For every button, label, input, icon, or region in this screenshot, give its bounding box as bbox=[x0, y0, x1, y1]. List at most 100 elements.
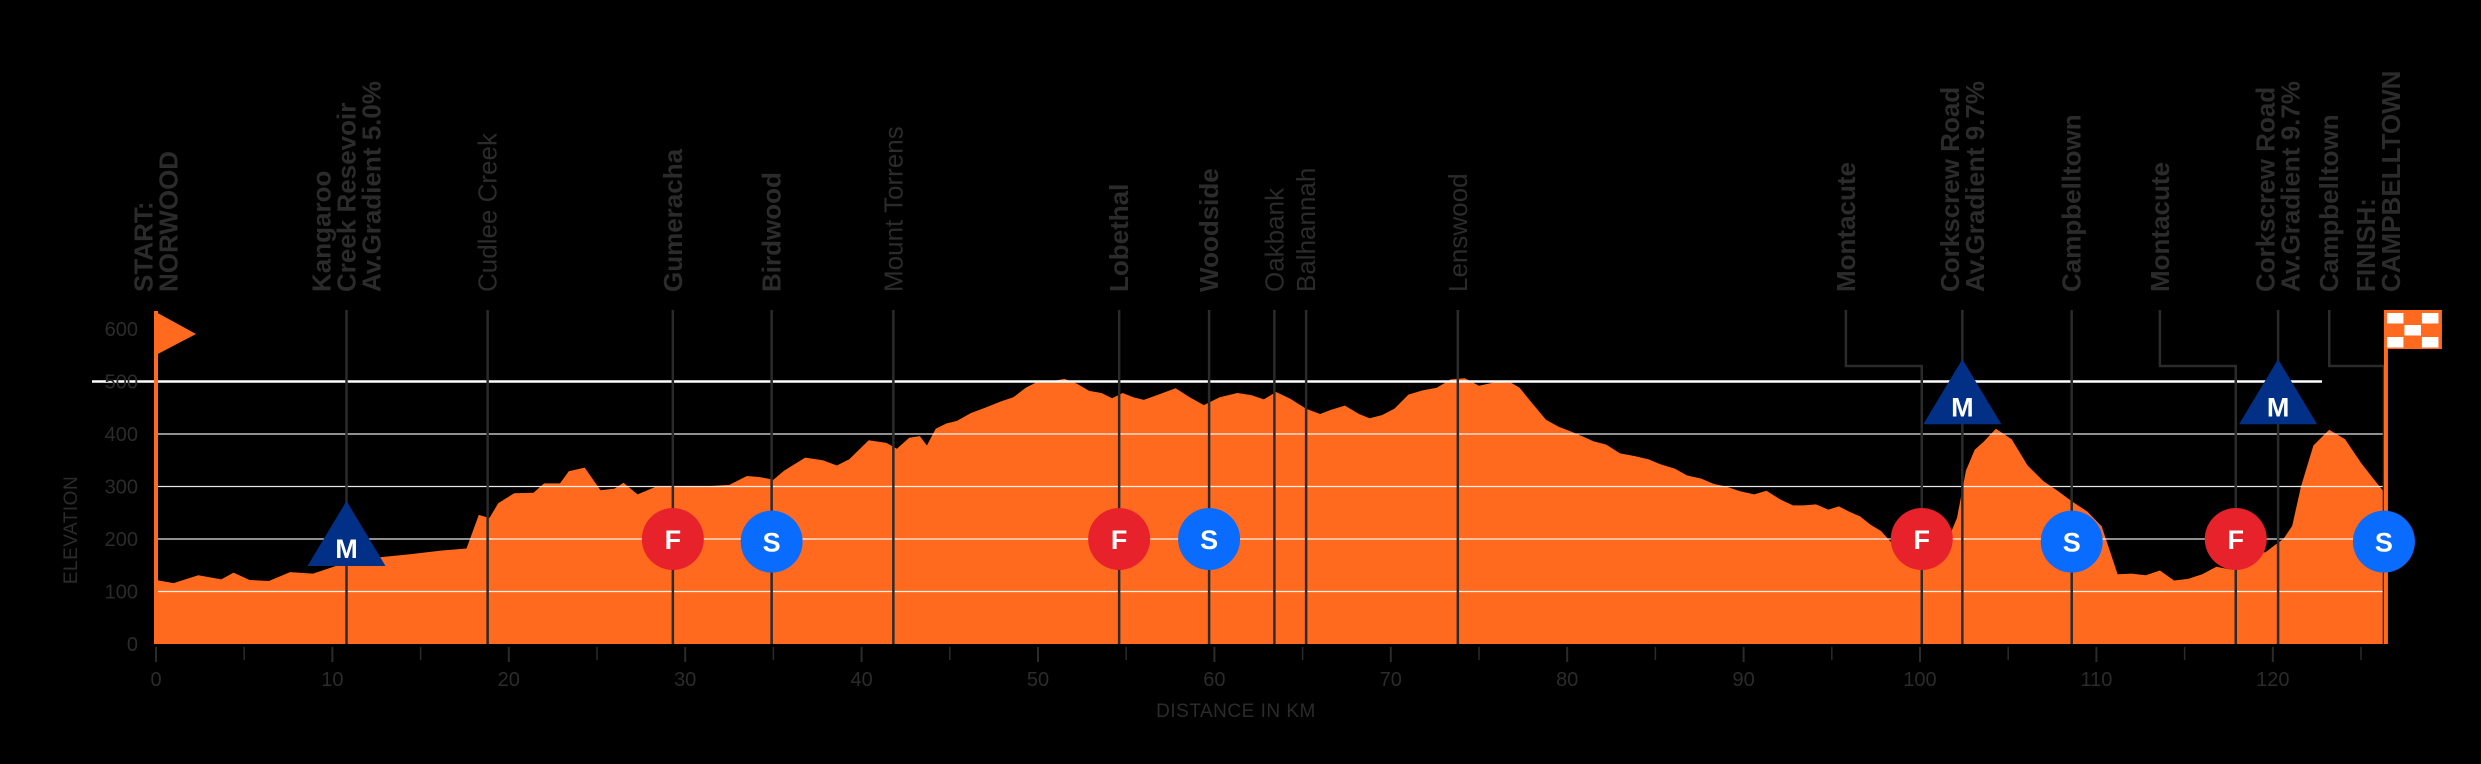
waypoint-label: Montacute bbox=[2145, 162, 2175, 292]
mountain-climb-marker: M bbox=[2239, 359, 2318, 425]
sprint-marker: S bbox=[2040, 510, 2103, 573]
waypoint-label-line: FINISH: bbox=[2351, 198, 2381, 292]
waypoint-label-line: Mount Torrens bbox=[878, 126, 908, 292]
feed-zone-marker-letter: F bbox=[665, 525, 682, 555]
mountain-marker-letter: M bbox=[1951, 392, 1974, 422]
x-tick-label: 120 bbox=[2256, 669, 2289, 691]
finish-flag-check bbox=[2421, 313, 2439, 324]
elevation-profile-area bbox=[156, 378, 2384, 644]
mountain-marker-letter: M bbox=[335, 534, 358, 564]
y-tick-label: 600 bbox=[105, 319, 138, 341]
x-tick-label: 20 bbox=[498, 669, 520, 691]
waypoint-label-line: Corkscrew Road bbox=[2251, 87, 2281, 292]
mountain-marker-letter: M bbox=[2267, 392, 2290, 422]
y-tick-label: 100 bbox=[105, 582, 138, 604]
x-tick-label: 40 bbox=[850, 669, 872, 691]
waypoint-label-line: Av.Gradient 9.7% bbox=[1960, 81, 1990, 292]
waypoint-label-line: Cudlee Creek bbox=[473, 132, 503, 292]
x-axis: 0 10 20 30 40 50 60 70 80 90 100 110 120 bbox=[150, 647, 2362, 691]
waypoint-label-line: Lenswood bbox=[1443, 173, 1473, 292]
waypoint-label-line: START: bbox=[129, 201, 159, 292]
feed-circle-icon bbox=[1088, 508, 1151, 570]
waypoint-label-line: Corkscrew Road bbox=[1935, 87, 1965, 292]
x-tick-label: 100 bbox=[1903, 669, 1936, 691]
x-tick-label: 0 bbox=[150, 669, 161, 691]
x-tick-label: 90 bbox=[1732, 669, 1754, 691]
x-axis-title: DISTANCE IN KM bbox=[1156, 701, 1316, 722]
y-tick-label: 400 bbox=[105, 424, 138, 446]
feed-circle-icon bbox=[641, 508, 704, 570]
mountain-climb-marker: M bbox=[1923, 359, 2002, 425]
feed-zone-marker-letter: F bbox=[2228, 525, 2245, 555]
y-tick-label: 300 bbox=[105, 477, 138, 499]
y-tick-label: 200 bbox=[105, 529, 138, 551]
y-axis-title: ELEVATION bbox=[61, 476, 82, 584]
waypoint-label-line: Balhannah bbox=[1291, 168, 1321, 292]
sprint-circle-icon bbox=[2352, 510, 2415, 573]
waypoint-label-line: Kangaroo bbox=[307, 171, 337, 292]
waypoint-label: Oakbank bbox=[1259, 187, 1289, 292]
finish-flag-check bbox=[2404, 325, 2421, 336]
waypoint-label-line: Oakbank bbox=[1259, 187, 1289, 292]
sprint-marker: S bbox=[1178, 508, 1241, 570]
leader-line bbox=[2158, 310, 2238, 644]
sprint-circle-icon bbox=[740, 510, 803, 573]
waypoint-label: START:NORWOOD bbox=[129, 151, 184, 292]
finish-flag-check bbox=[2386, 337, 2404, 348]
start-finish-flags bbox=[154, 310, 2442, 644]
y-axis: 0 100 200 300 400 500 600 bbox=[105, 319, 138, 656]
waypoint-label: Campbelltown bbox=[2314, 114, 2344, 292]
mountain-triangle-icon bbox=[1923, 359, 2002, 425]
x-tick-label: 30 bbox=[674, 669, 696, 691]
waypoint-label-line: Montacute bbox=[2145, 162, 2175, 292]
feed-zone-marker-letter: F bbox=[1111, 525, 1128, 555]
finish-flag-pole bbox=[2383, 310, 2388, 644]
start-flag-icon bbox=[154, 311, 196, 356]
waypoint-label-line: Av.Gradient 9.7% bbox=[2276, 81, 2306, 292]
x-tick-label: 50 bbox=[1027, 669, 1049, 691]
sprint-circle-icon bbox=[1178, 508, 1241, 570]
waypoint-label: Balhannah bbox=[1291, 168, 1321, 292]
x-tick-label: 10 bbox=[321, 669, 343, 691]
feed-circle-icon bbox=[2204, 508, 2267, 570]
waypoint-label-line: Av.Gradient 5.0% bbox=[357, 81, 387, 292]
route-markers: M F S F S F M S F M S bbox=[307, 359, 2415, 573]
waypoint-label: Lobethal bbox=[1104, 184, 1134, 292]
sprint-marker-letter: S bbox=[1200, 525, 1218, 555]
sprint-marker: S bbox=[740, 510, 803, 573]
waypoint-label: Birdwood bbox=[757, 172, 787, 292]
waypoint-label-line: Woodside bbox=[1194, 168, 1224, 292]
waypoint-label-line: CAMPBELLTOWN bbox=[2376, 71, 2406, 292]
waypoint-label-line: Gumeracha bbox=[658, 148, 688, 292]
mountain-triangle-icon bbox=[2239, 359, 2318, 425]
feed-zone-marker-letter: F bbox=[1914, 525, 1931, 555]
waypoint-label: Woodside bbox=[1194, 168, 1224, 292]
waypoint-label-line: Creek Resevoir bbox=[332, 103, 362, 292]
x-tick-label: 110 bbox=[2080, 669, 2112, 691]
waypoint-label-line: Lobethal bbox=[1104, 184, 1134, 292]
waypoint-label: Lenswood bbox=[1443, 173, 1473, 292]
sprint-circle-icon bbox=[2040, 510, 2103, 573]
finish-flag-check bbox=[2386, 313, 2404, 324]
waypoint-label-line: NORWOOD bbox=[154, 151, 184, 292]
waypoint-label: Campbelltown bbox=[2057, 114, 2087, 292]
y-tick-label: 500 bbox=[105, 372, 138, 394]
sprint-marker-letter: S bbox=[2063, 528, 2081, 558]
mountain-triangle-icon bbox=[307, 501, 386, 566]
finish-flag-check bbox=[2421, 337, 2439, 348]
x-tick-label: 70 bbox=[1380, 669, 1402, 691]
waypoint-label: Montacute bbox=[1831, 162, 1861, 292]
waypoint-label: Cudlee Creek bbox=[473, 132, 503, 292]
waypoint-label-line: Birdwood bbox=[757, 172, 787, 292]
waypoint-label: Gumeracha bbox=[658, 148, 688, 292]
feed-zone-marker: F bbox=[1890, 508, 1953, 570]
sprint-marker-letter: S bbox=[2375, 528, 2393, 558]
y-tick-label: 0 bbox=[127, 634, 138, 656]
sprint-marker-letter: S bbox=[763, 528, 781, 558]
x-tick-label: 80 bbox=[1556, 669, 1578, 691]
feed-zone-marker: F bbox=[2204, 508, 2267, 570]
